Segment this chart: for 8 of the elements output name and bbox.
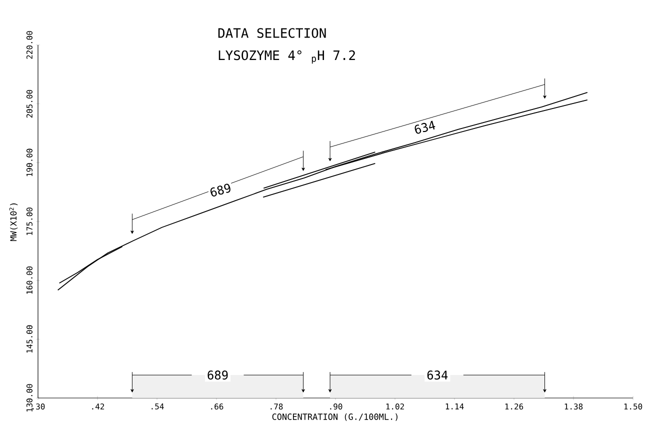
chart-subtitle: LYSOZYME 4° $_{p}$H 7.2	[218, 50, 355, 64]
annotation: 634	[414, 120, 436, 134]
band-label: 634	[427, 370, 448, 380]
band-label: 689	[208, 370, 228, 380]
y-axis-title: MW(X10$^{2}$)	[9, 203, 18, 242]
x-axis-title: CONCENTRATION (G./100ML.)	[272, 413, 398, 421]
annotation: 689	[210, 184, 230, 196]
chart-title: DATA SELECTION	[218, 28, 326, 38]
